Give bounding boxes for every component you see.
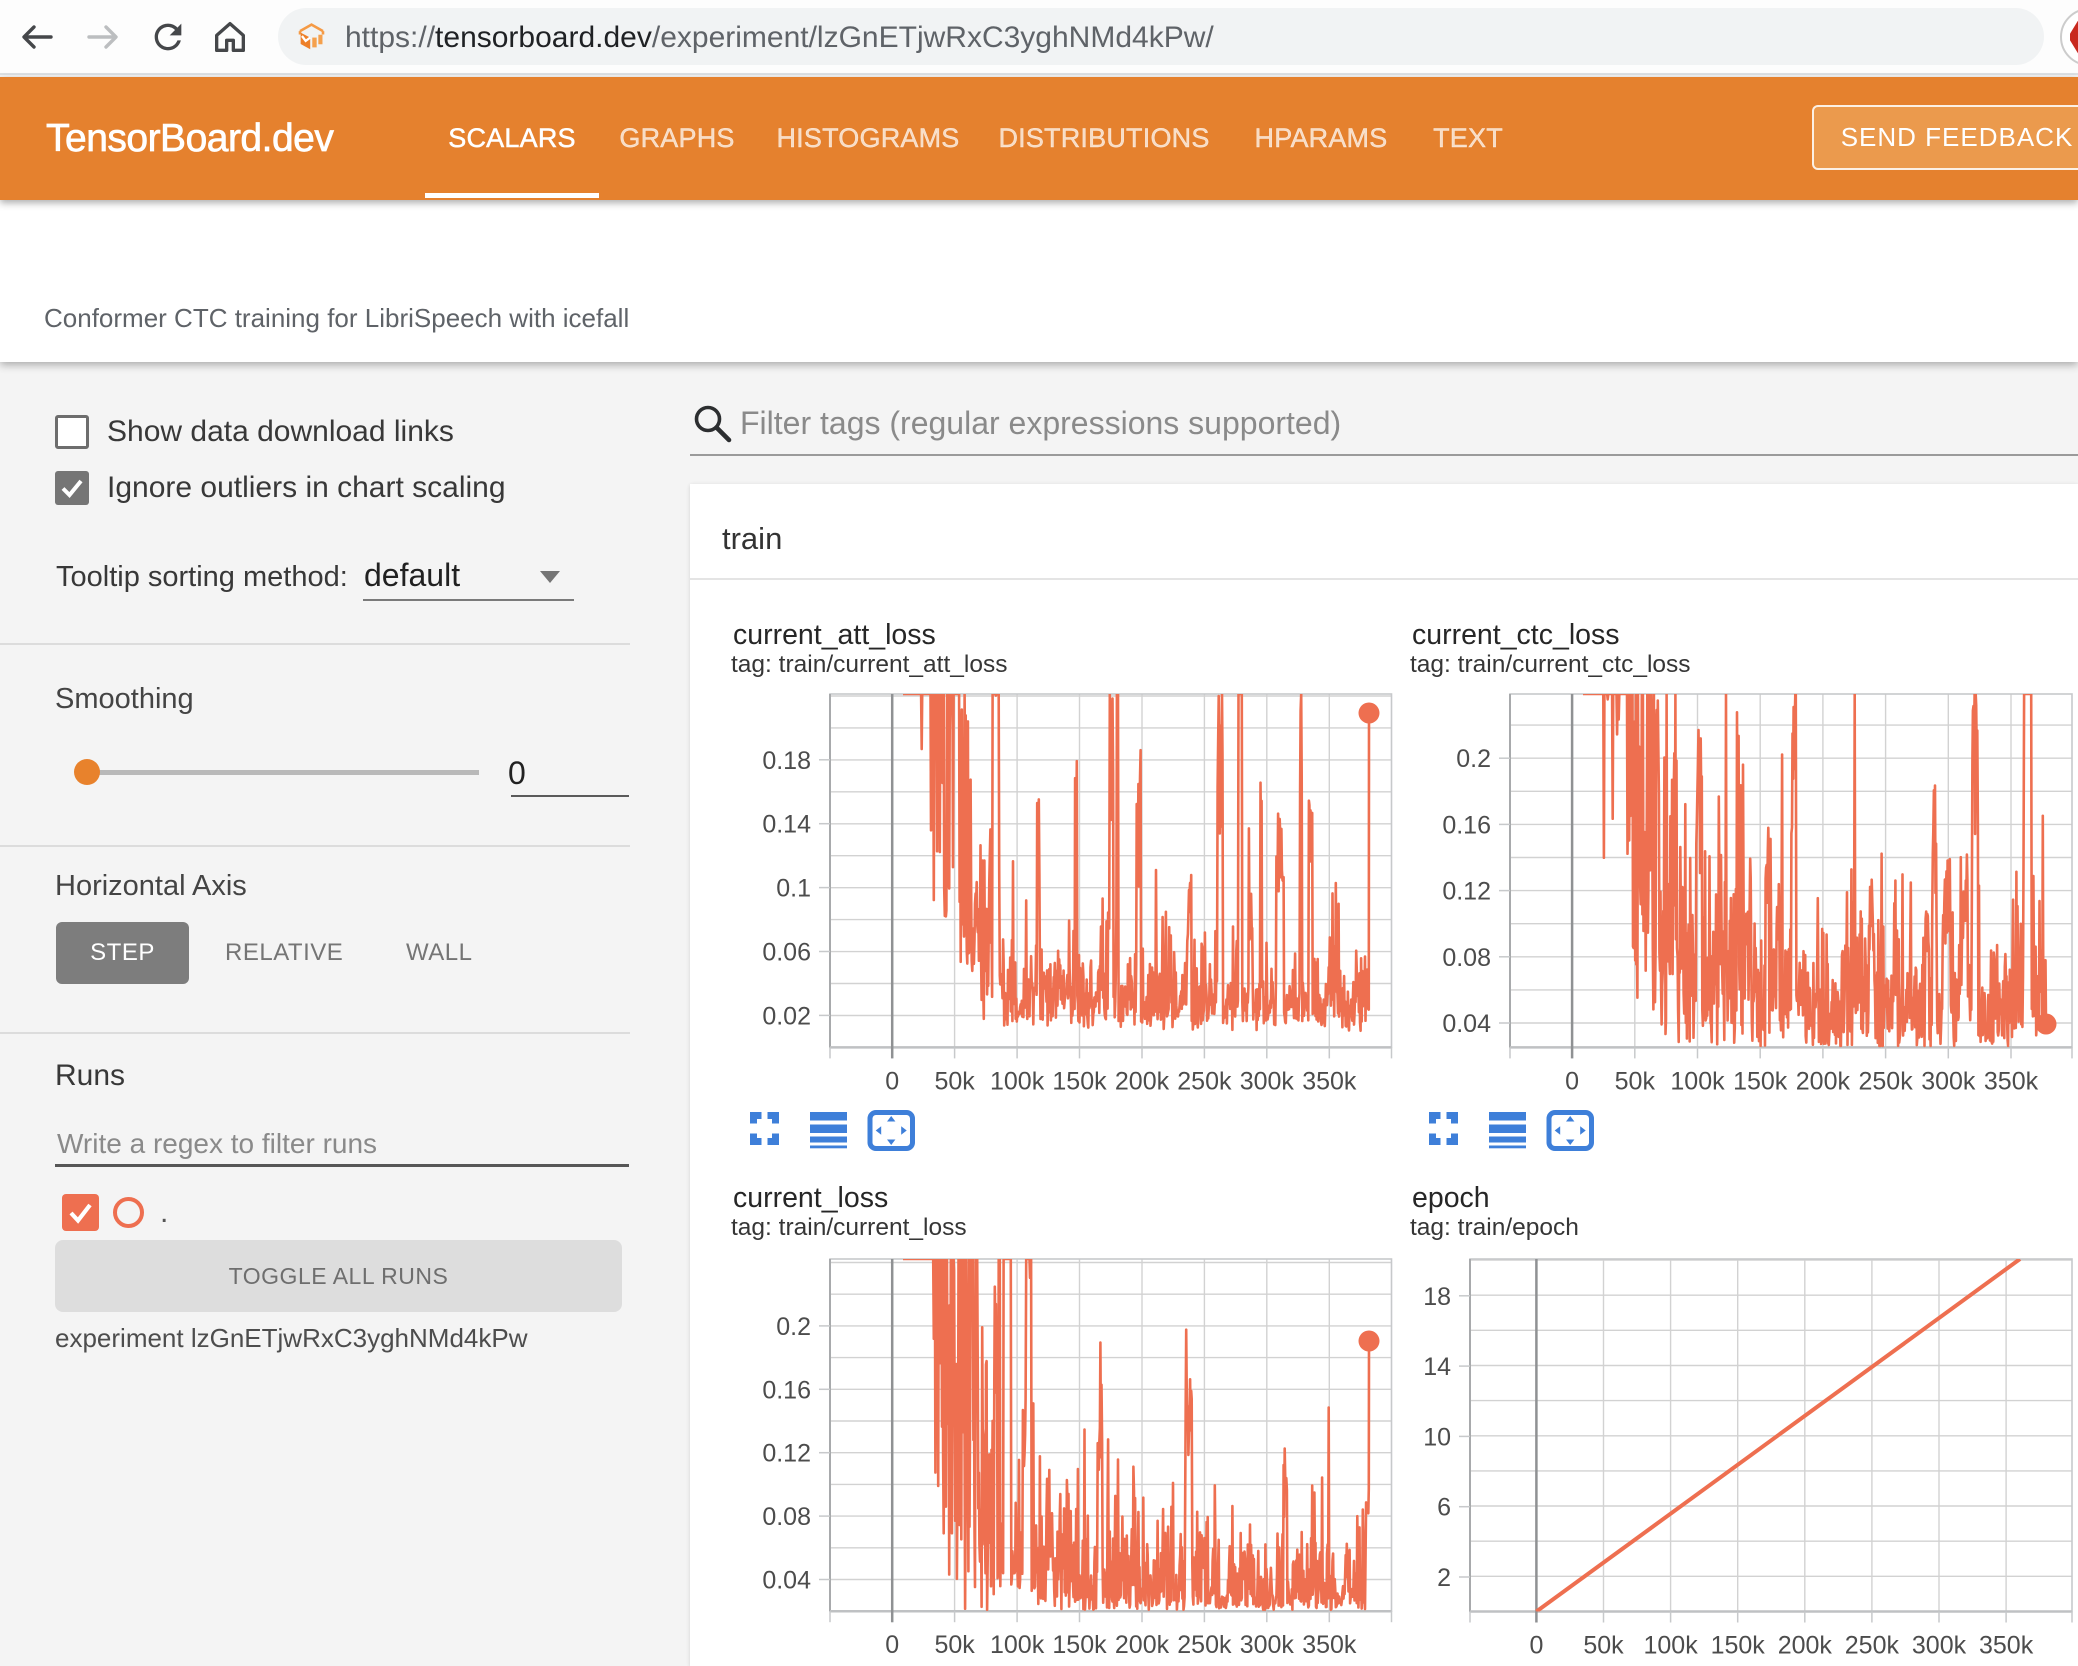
svg-text:0.16: 0.16 [762,1376,811,1404]
svg-text:0.08: 0.08 [762,1503,811,1531]
svg-text:350k: 350k [1979,1632,2034,1660]
svg-text:100k: 100k [990,1067,1045,1095]
svg-text:0: 0 [1529,1632,1543,1660]
svg-text:0: 0 [1565,1067,1579,1095]
svg-text:tag: train/epoch: tag: train/epoch [1410,1214,1579,1241]
svg-text:0.04: 0.04 [1442,1010,1491,1038]
svg-text:50k: 50k [934,1631,975,1659]
svg-text:0: 0 [885,1067,899,1095]
svg-text:tag: train/current_loss: tag: train/current_loss [731,1214,967,1241]
svg-text:current_att_loss: current_att_loss [733,619,936,651]
svg-text:200k: 200k [1778,1632,1833,1660]
svg-text:100k: 100k [1643,1632,1698,1660]
svg-text:250k: 250k [1177,1631,1232,1659]
svg-text:0.14: 0.14 [762,811,811,839]
svg-text:0.02: 0.02 [762,1002,811,1030]
svg-text:250k: 250k [1858,1067,1913,1095]
svg-text:250k: 250k [1177,1067,1232,1095]
svg-text:350k: 350k [1302,1631,1357,1659]
svg-text:100k: 100k [1670,1067,1725,1095]
svg-text:0.08: 0.08 [1442,944,1491,972]
svg-text:2: 2 [1437,1564,1451,1592]
svg-text:tag: train/current_ctc_loss: tag: train/current_ctc_loss [1410,651,1691,678]
svg-text:0.1: 0.1 [776,875,811,903]
svg-text:250k: 250k [1845,1632,1900,1660]
svg-text:0.12: 0.12 [1442,878,1491,906]
svg-text:150k: 150k [1052,1631,1107,1659]
svg-text:50k: 50k [934,1067,975,1095]
svg-text:350k: 350k [1302,1067,1357,1095]
svg-text:current_ctc_loss: current_ctc_loss [1412,619,1620,651]
svg-text:200k: 200k [1796,1067,1851,1095]
svg-text:tag: train/current_att_loss: tag: train/current_att_loss [731,651,1007,678]
svg-text:0.04: 0.04 [762,1567,811,1595]
svg-text:350k: 350k [1984,1067,2039,1095]
svg-text:0.12: 0.12 [762,1440,811,1468]
svg-text:300k: 300k [1240,1067,1295,1095]
svg-text:150k: 150k [1733,1067,1788,1095]
svg-text:100k: 100k [990,1631,1045,1659]
svg-text:50k: 50k [1583,1632,1624,1660]
svg-text:200k: 200k [1115,1631,1170,1659]
svg-text:18: 18 [1423,1283,1451,1311]
svg-text:0.06: 0.06 [762,939,811,967]
svg-text:200k: 200k [1115,1067,1170,1095]
svg-text:14: 14 [1423,1353,1451,1381]
svg-text:50k: 50k [1615,1067,1656,1095]
svg-text:150k: 150k [1052,1067,1107,1095]
svg-text:0.2: 0.2 [776,1313,811,1341]
svg-text:0.18: 0.18 [762,747,811,775]
svg-text:0.2: 0.2 [1456,745,1491,773]
svg-text:0.16: 0.16 [1442,811,1491,839]
svg-text:epoch: epoch [1412,1182,1490,1214]
svg-text:0: 0 [885,1631,899,1659]
svg-text:150k: 150k [1711,1632,1766,1660]
svg-text:current_loss: current_loss [733,1182,888,1214]
svg-text:300k: 300k [1921,1067,1976,1095]
svg-text:6: 6 [1437,1494,1451,1522]
svg-text:300k: 300k [1240,1631,1295,1659]
svg-text:10: 10 [1423,1423,1451,1451]
svg-text:300k: 300k [1912,1632,1967,1660]
